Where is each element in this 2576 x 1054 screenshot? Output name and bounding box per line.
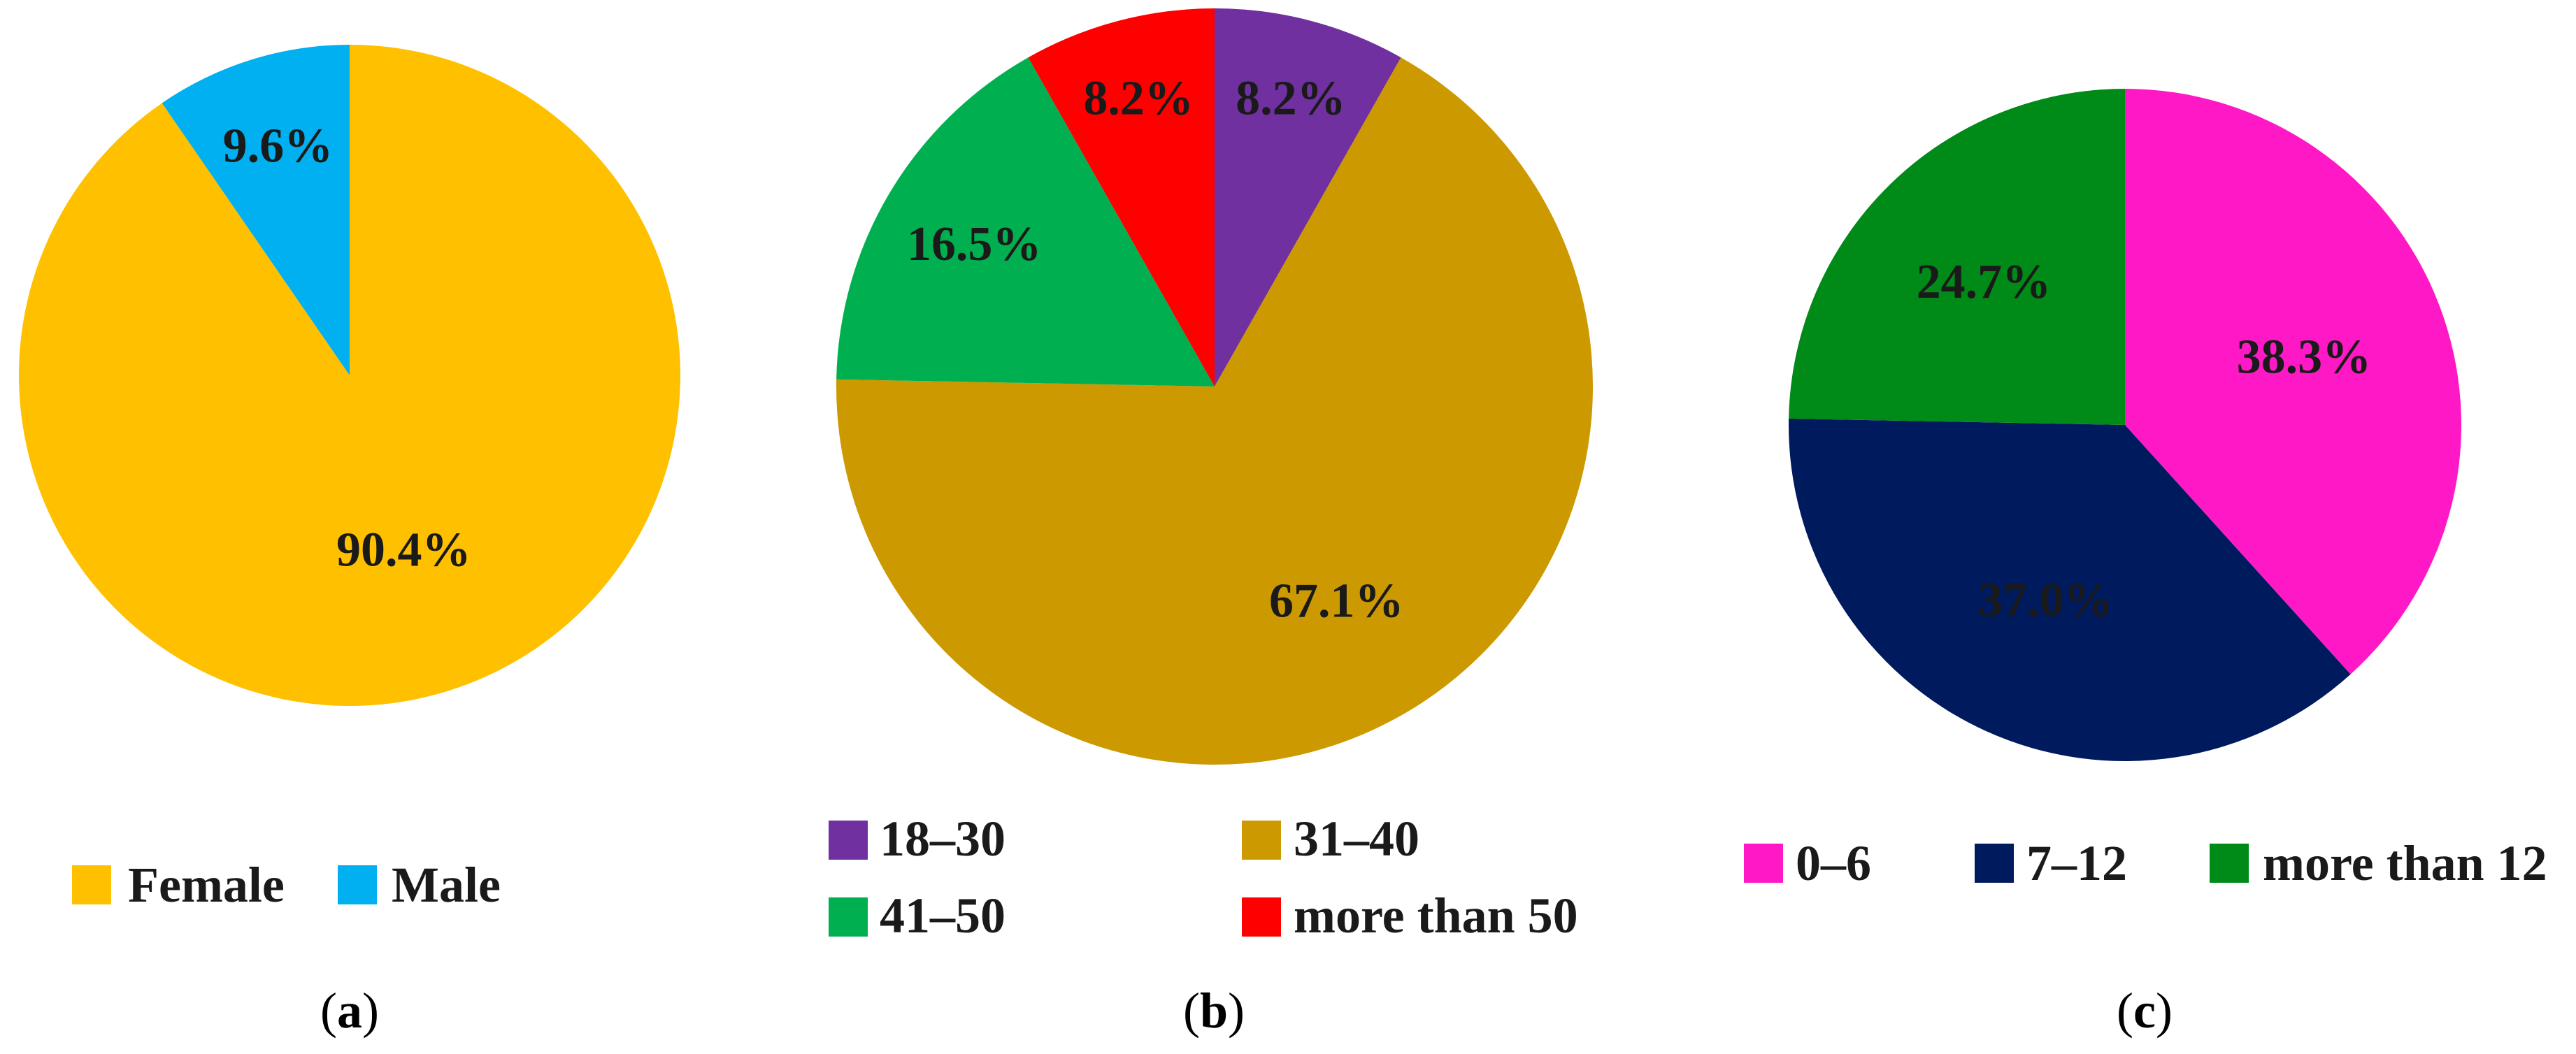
pie-slice-a-female [18,45,680,706]
pie-slice-a-male [162,45,350,375]
caption-b: (b) [1183,983,1245,1039]
legend-swatch-c-0-6 [1744,844,1783,883]
legend-swatch-c-more-than-12 [2210,844,2249,883]
slice-label-a-male: 9.6% [223,119,334,173]
legend-label-a-male: Male [392,857,501,913]
pie-slice-b-31-40 [836,57,1594,765]
legend-swatch-a-female [72,865,111,904]
pie-slice-b-18-30 [1215,8,1401,387]
slice-label-c-0-6: 38.3% [2237,331,2372,384]
legend-swatch-a-male [338,865,377,904]
legend-c: 0–6 7–12 more than 12 [1744,835,2547,891]
legend-b: 18–30 31–40 41–50 more than 50 [829,811,1578,944]
slice-label-b-31-40: 67.1% [1269,575,1404,628]
pie-slice-b-more-than-50 [1028,8,1215,387]
legend-swatch-b-18-30 [829,821,868,860]
legend-label-b-41-50: 41–50 [880,888,1006,944]
caption-a: (a) [320,983,379,1039]
legend-label-c-more-than-12: more than 12 [2263,835,2547,891]
legend-swatch-b-41-50 [829,897,868,937]
slice-label-a-female: 90.4% [336,523,471,577]
slice-label-c-more-than-12: 24.7% [1917,255,2052,309]
legend-a: Female Male [72,857,501,913]
caption-c: (c) [2117,983,2173,1039]
slice-label-b-18-30: 8.2% [1236,72,1346,126]
legend-swatch-c-7-12 [1975,844,2014,883]
legend-swatch-b-more-than-50 [1242,897,1281,937]
legend-label-b-18-30: 18–30 [880,811,1006,867]
slice-label-b-41-50: 16.5% [907,217,1042,271]
slice-label-b-more-than-50: 8.2% [1083,72,1194,126]
pie-slice-c-0-6 [2125,89,2462,674]
pie-chart-a: 90.4% 9.6% [18,45,680,706]
legend-label-c-7-12: 7–12 [2026,835,2127,891]
pie-chart-b: 8.2% 67.1% 16.5% 8.2% [836,8,1594,765]
pie-slice-b-41-50 [836,57,1215,387]
legend-label-a-female: Female [128,857,285,913]
legend-label-c-0-6: 0–6 [1796,835,1871,891]
legend-label-b-31-40: 31–40 [1294,811,1419,867]
pie-slice-c-7-12 [1789,418,2351,761]
slice-label-c-7-12: 37.0% [1978,574,2113,628]
pie-chart-c: 38.3% 37.0% 24.7% [1789,89,2462,761]
legend-label-b-more-than-50: more than 50 [1294,888,1578,944]
legend-swatch-b-31-40 [1242,821,1281,860]
pie-slice-c-more-than-12 [1789,89,2125,425]
